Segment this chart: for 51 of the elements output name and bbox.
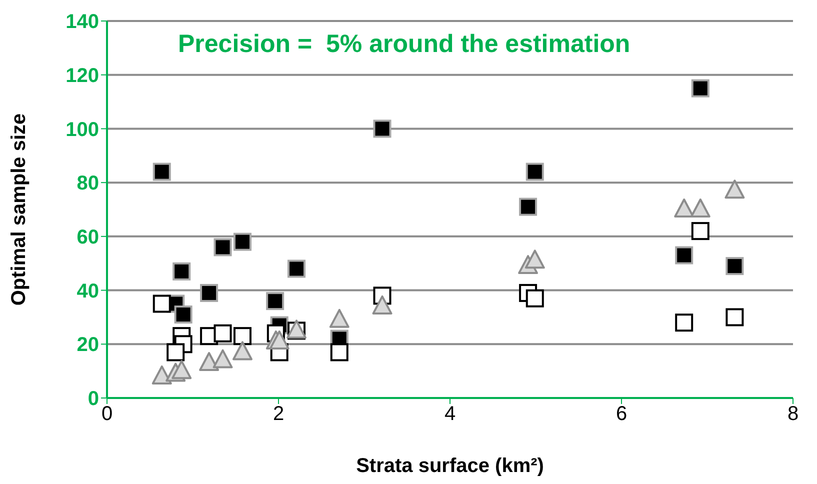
point xyxy=(288,260,306,278)
point xyxy=(526,162,544,181)
x-tick-label: 8 xyxy=(787,403,799,426)
point xyxy=(726,308,744,326)
y-tick-label: 20 xyxy=(76,334,99,356)
point xyxy=(269,330,290,350)
point xyxy=(152,365,172,384)
point xyxy=(691,222,710,240)
point xyxy=(675,314,694,332)
point xyxy=(200,284,218,302)
point xyxy=(233,232,252,251)
y-tick-label: 120 xyxy=(66,64,99,87)
point xyxy=(152,162,171,181)
y-tick-label: 140 xyxy=(66,11,99,34)
chart-title: Precision = 5% around the estimation xyxy=(178,30,630,59)
y-tick-label: 40 xyxy=(76,280,99,302)
point xyxy=(691,79,710,98)
point xyxy=(266,292,284,310)
point xyxy=(526,289,544,308)
point xyxy=(174,306,192,324)
point xyxy=(372,295,392,314)
point xyxy=(214,324,232,342)
point xyxy=(726,257,744,276)
x-tick-label: 2 xyxy=(272,403,284,426)
point xyxy=(330,343,348,362)
x-tick-label: 6 xyxy=(616,403,628,426)
point xyxy=(212,349,233,368)
point xyxy=(172,360,192,380)
point xyxy=(166,343,185,362)
point xyxy=(674,198,694,218)
point xyxy=(690,198,710,218)
y-tick-label: 0 xyxy=(88,388,99,410)
point xyxy=(675,246,694,264)
point xyxy=(373,120,392,138)
point xyxy=(524,250,545,269)
y-tick-label: 60 xyxy=(76,226,99,249)
y-tick-label: 80 xyxy=(76,172,99,195)
y-axis-title: Optimal sample size xyxy=(8,113,30,306)
point xyxy=(199,352,220,371)
x-tick-label: 0 xyxy=(101,403,113,426)
point xyxy=(724,180,745,199)
point xyxy=(232,341,252,360)
point xyxy=(172,262,191,280)
y-tick-label: 100 xyxy=(66,118,99,141)
point xyxy=(329,308,350,328)
point xyxy=(233,327,252,346)
x-axis-title: Strata surface (km²) xyxy=(356,455,544,477)
point xyxy=(519,198,538,216)
x-tick-label: 4 xyxy=(444,403,456,426)
point xyxy=(152,294,171,313)
point xyxy=(214,238,232,256)
